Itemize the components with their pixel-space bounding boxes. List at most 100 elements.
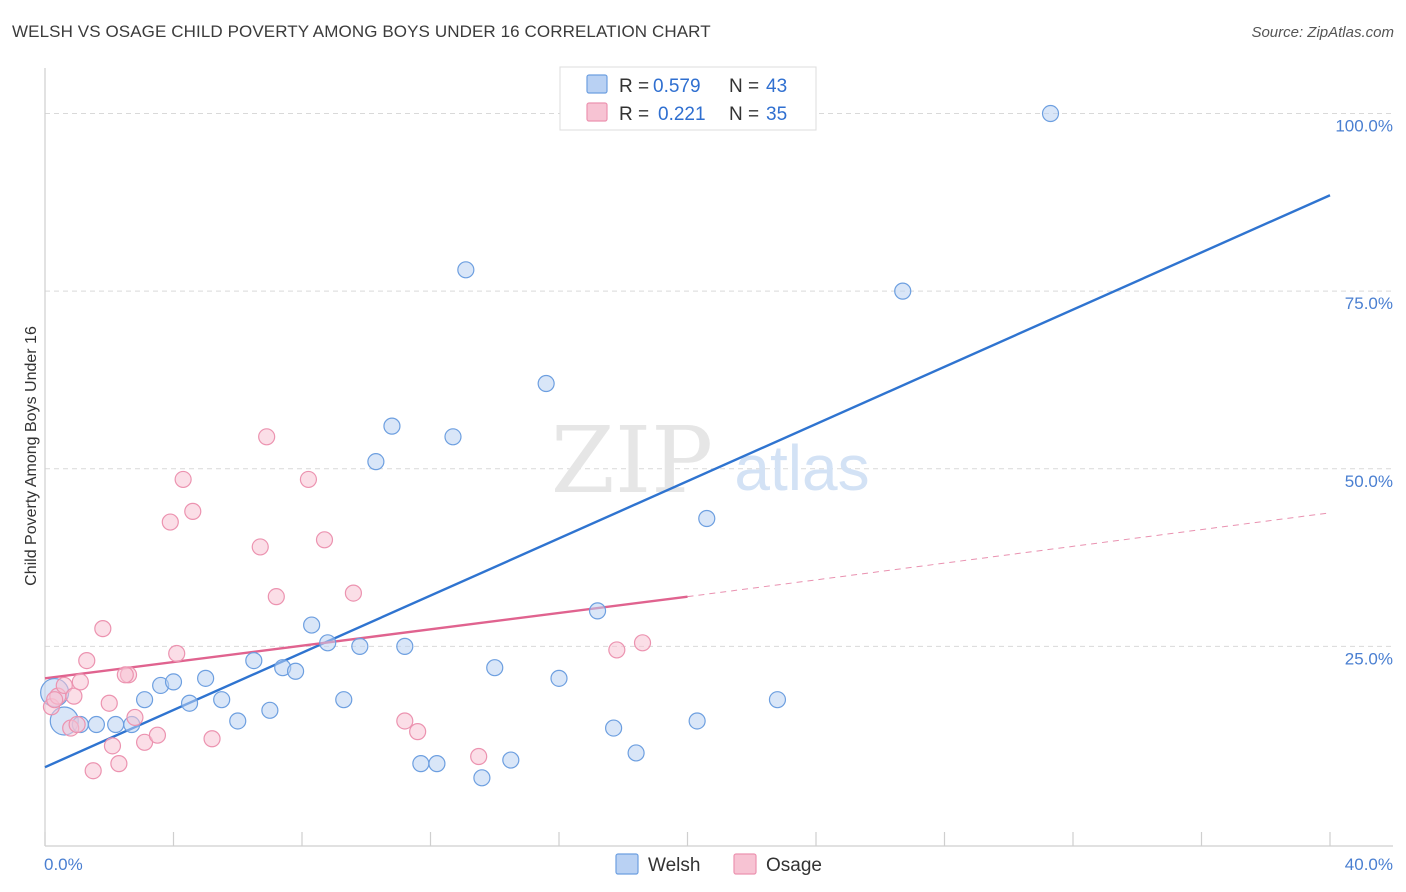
data-point — [303, 616, 321, 634]
data-point — [116, 666, 134, 684]
data-point — [383, 417, 401, 435]
data-point — [267, 588, 285, 606]
data-point — [315, 531, 334, 549]
y-tick-label: 75.0% — [1345, 294, 1393, 313]
data-point — [444, 428, 462, 446]
data-point — [135, 691, 154, 709]
data-point — [261, 701, 279, 719]
data-point — [174, 470, 192, 489]
data-point — [229, 712, 247, 730]
data-point — [103, 737, 122, 755]
bottom-legend-swatch-welsh — [615, 853, 639, 875]
legend-n-label: N = — [729, 104, 759, 125]
bottom-legend-swatch-osage — [733, 853, 757, 875]
data-point — [537, 374, 555, 393]
data-point — [457, 261, 475, 279]
data-point — [608, 641, 626, 659]
trend-line-extension — [687, 512, 1331, 598]
data-point — [286, 662, 305, 680]
data-point — [335, 691, 353, 709]
axes — [44, 68, 1393, 847]
data-point — [894, 282, 912, 300]
data-point — [688, 712, 706, 730]
legend-n-label: N = — [729, 76, 759, 97]
data-point — [396, 712, 414, 730]
legend-r-value: 0.221 — [658, 104, 706, 125]
data-point — [627, 744, 645, 762]
watermark-atlas: atlas — [734, 432, 869, 504]
data-point — [299, 470, 318, 489]
data-point — [486, 659, 504, 677]
data-point — [470, 747, 488, 766]
data-point — [605, 719, 623, 737]
data-point — [550, 669, 568, 687]
data-point — [46, 691, 64, 709]
watermark-zip: ZIP — [551, 407, 713, 514]
data-point — [251, 538, 269, 556]
data-point — [245, 651, 263, 670]
source-label: Source: ZipAtlas.com — [1251, 24, 1394, 41]
data-point — [344, 584, 362, 602]
legend-box: R = 0.579 N = 43 R = 0.221 N = 35 — [559, 66, 817, 131]
data-point — [71, 673, 89, 691]
data-point — [396, 637, 414, 655]
data-point — [164, 673, 183, 691]
data-point — [87, 715, 106, 734]
data-point — [319, 634, 337, 652]
y-tick-labels: 25.0% 50.0% 75.0% 100.0% — [1335, 117, 1393, 669]
y-axis-label: Child Poverty Among Boys Under 16 — [23, 326, 40, 586]
data-point — [161, 513, 179, 531]
y-tick-label: 100.0% — [1335, 117, 1393, 136]
legend-n-value: 43 — [766, 76, 787, 97]
data-point — [180, 694, 199, 712]
data-point — [428, 755, 446, 773]
data-point — [197, 669, 215, 687]
data-point — [367, 453, 385, 471]
data-point — [588, 602, 607, 620]
data-point — [94, 620, 112, 638]
data-point — [68, 715, 86, 734]
data-point — [100, 694, 118, 712]
data-point — [84, 762, 102, 780]
data-point — [168, 644, 186, 663]
bottom-legend-welsh: Welsh — [648, 855, 700, 876]
data-point — [107, 715, 125, 734]
data-point — [184, 502, 202, 520]
grid-lines — [45, 113, 1393, 647]
data-point — [473, 769, 491, 787]
x-tick-labels: 0.0% 40.0% — [44, 855, 1393, 874]
legend-n-value: 35 — [766, 104, 787, 125]
legend-r-value: 0.579 — [653, 76, 701, 97]
data-point — [1041, 104, 1060, 123]
legend-r-label: R = — [619, 104, 649, 125]
data-point — [65, 687, 83, 705]
bottom-legend: Welsh Osage — [615, 853, 822, 876]
data-point — [203, 730, 221, 748]
trend-lines — [44, 194, 1331, 769]
data-point — [258, 428, 276, 446]
x-tick-label: 40.0% — [1345, 855, 1393, 874]
data-points — [40, 104, 1060, 787]
data-point — [412, 755, 430, 773]
data-point — [78, 651, 96, 670]
y-tick-label: 50.0% — [1345, 472, 1393, 491]
data-point — [768, 691, 787, 709]
data-point — [135, 733, 154, 751]
legend-r-label: R = — [619, 76, 649, 97]
watermark: ZIP atlas — [551, 407, 870, 514]
data-point — [633, 634, 652, 652]
data-point — [126, 708, 144, 727]
data-point — [213, 691, 231, 709]
trend-line — [44, 595, 688, 680]
data-point — [698, 509, 716, 528]
bottom-legend-osage: Osage — [766, 855, 822, 876]
x-tick-label: 0.0% — [44, 855, 83, 874]
data-point — [502, 751, 520, 769]
data-point — [55, 676, 73, 695]
data-point — [351, 637, 369, 655]
data-point — [148, 726, 167, 744]
data-point — [110, 755, 128, 773]
y-tick-label: 25.0% — [1345, 649, 1393, 668]
chart-title: WELSH VS OSAGE CHILD POVERTY AMONG BOYS … — [12, 22, 711, 41]
